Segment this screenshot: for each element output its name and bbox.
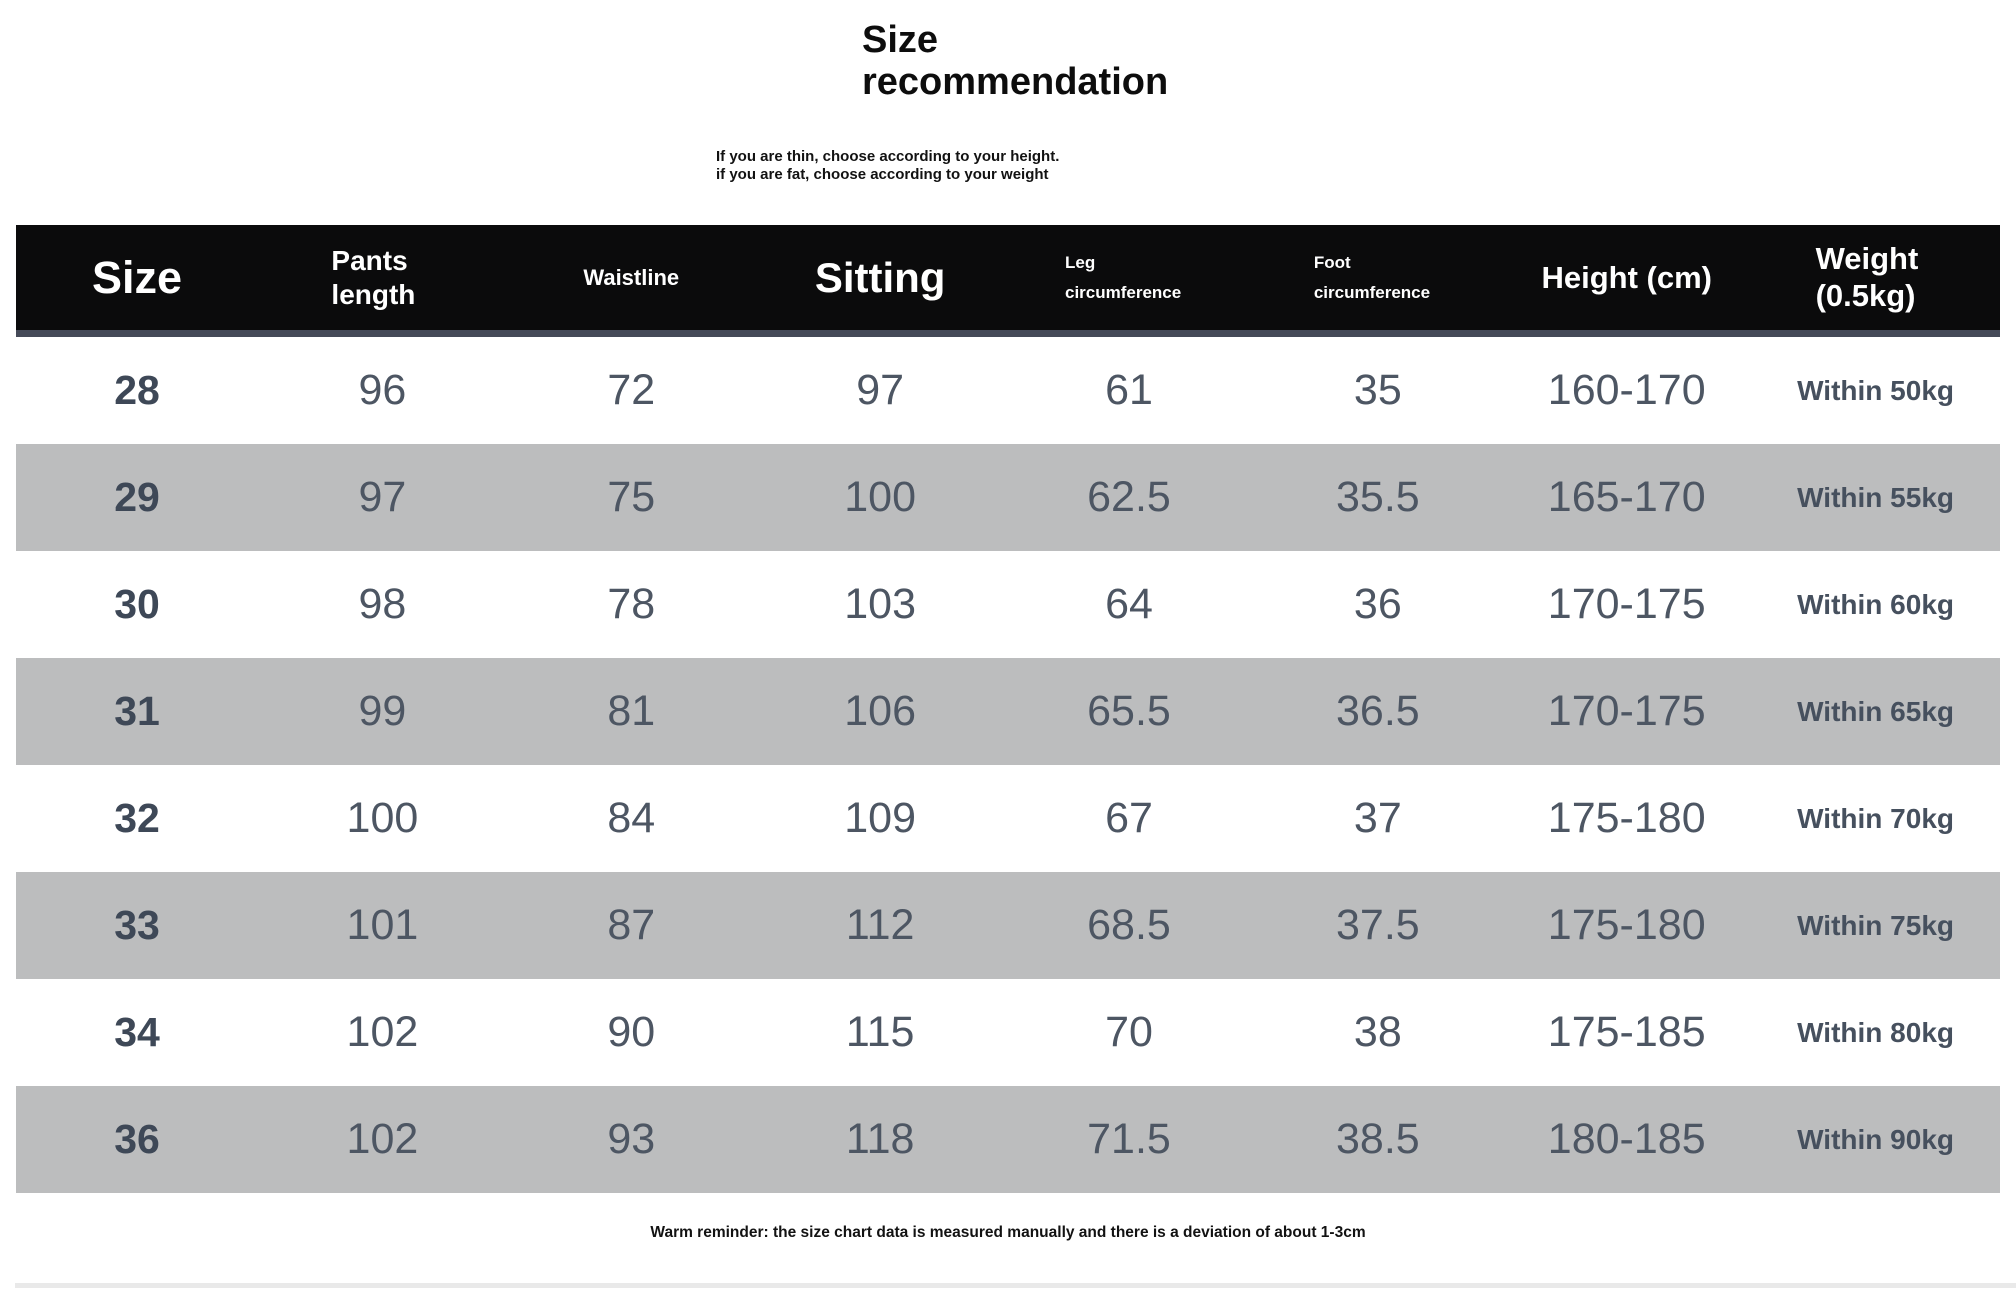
table-cell: 38: [1353, 1008, 1402, 1056]
table-cell: 36.5: [1336, 687, 1420, 735]
table-cell: 99: [358, 687, 407, 735]
table-cell: 96: [358, 366, 407, 414]
table-cell: 118: [845, 1115, 915, 1163]
table-cell: 36: [1353, 580, 1402, 628]
header-divider: [16, 330, 2000, 337]
page-subtitle: If you are thin, choose according to you…: [716, 148, 1060, 183]
table-cell: 29: [114, 474, 160, 520]
table-row: 30 98 78 103 64 36 170-175 Within 60kg: [16, 551, 2000, 658]
page-title: Size recommendation: [862, 19, 1169, 103]
column-header-sitting: Sitting: [756, 225, 1005, 330]
column-header-label: Waistline: [583, 264, 680, 290]
column-header-leg-circumference: Leg circumference: [1005, 225, 1254, 330]
table-cell: 36: [114, 1116, 160, 1162]
column-header-waistline: Waistline: [507, 225, 756, 330]
table-cell: Within 65kg: [1797, 695, 1954, 727]
table-cell: 175-185: [1547, 1008, 1706, 1056]
table-cell: 62.5: [1087, 473, 1171, 521]
table-row: 34 102 90 115 70 38 175-185 Within 80kg: [16, 979, 2000, 1086]
table-cell: 100: [346, 794, 419, 842]
table-cell: 112: [845, 901, 915, 949]
table-row: 31 99 81 106 65.5 36.5 170-175 Within 65kg: [16, 658, 2000, 765]
table-cell: 78: [607, 580, 656, 628]
table-cell: 102: [346, 1115, 419, 1163]
table-cell: 93: [607, 1115, 656, 1163]
table-cell: 75: [607, 473, 656, 521]
table-cell: 38.5: [1336, 1115, 1420, 1163]
column-header-pants-length: Pants length: [258, 225, 507, 330]
table-cell: 32: [114, 795, 160, 841]
size-table: Size Pants length Waistline Sitting Leg …: [16, 225, 2000, 1193]
table-cell: 98: [358, 580, 407, 628]
table-cell: 175-180: [1547, 794, 1706, 842]
column-header-label: Foot circumference: [1313, 252, 1431, 302]
table-cell: 170-175: [1547, 580, 1706, 628]
table-cell: 28: [114, 367, 160, 413]
table-cell: 100: [844, 473, 916, 521]
table-cell: Within 80kg: [1797, 1016, 1954, 1048]
table-cell: Within 70kg: [1797, 802, 1954, 834]
table-cell: 70: [1105, 1008, 1153, 1056]
column-header-size: Size: [16, 225, 258, 330]
table-cell: 165-170: [1547, 473, 1706, 521]
table-row: 28 96 72 97 61 35 160-170 Within 50kg: [16, 337, 2000, 444]
table-cell: 61: [1105, 366, 1153, 414]
size-table-body: 28 96 72 97 61 35 160-170 Within 50kg 29 97 75 100 6…: [16, 337, 2000, 1193]
table-cell: 34: [114, 1009, 160, 1055]
table-cell: 180-185: [1547, 1115, 1706, 1163]
table-cell: 103: [844, 580, 916, 628]
table-cell: 67: [1105, 794, 1153, 842]
bottom-rule: [15, 1283, 2016, 1288]
column-header-weight: Weight (0.5kg): [1751, 225, 2000, 330]
table-cell: 30: [114, 581, 160, 627]
table-row: 36 102 93 118 71.5 38.5 180-185 Within 90kg: [16, 1086, 2000, 1193]
size-table-header: Size Pants length Waistline Sitting Leg …: [16, 225, 2000, 330]
table-cell: 35.5: [1336, 473, 1420, 521]
table-cell: 97: [856, 366, 905, 414]
table-cell: 35: [1353, 366, 1402, 414]
table-row: 32 100 84 109 67 37 175-180 Within 70kg: [16, 765, 2000, 872]
table-cell: 160-170: [1547, 366, 1706, 414]
table-cell: 90: [607, 1008, 656, 1056]
column-header-label: Weight (0.5kg): [1815, 240, 1919, 313]
table-cell: 115: [845, 1008, 915, 1056]
table-cell: 71.5: [1087, 1115, 1171, 1163]
table-cell: Within 75kg: [1797, 909, 1954, 941]
table-cell: 84: [607, 794, 656, 842]
column-header-label: Pants length: [331, 244, 416, 310]
table-cell: 31: [114, 688, 160, 734]
table-cell: 87: [607, 901, 656, 949]
column-header-label: Leg circumference: [1064, 252, 1182, 302]
table-cell: 37.5: [1336, 901, 1420, 949]
column-header-label: Sitting: [814, 253, 946, 301]
table-cell: 37: [1353, 794, 1402, 842]
table-cell: 72: [607, 366, 656, 414]
table-cell: Within 90kg: [1797, 1123, 1954, 1155]
table-row: 33 101 87 112 68.5 37.5 175-180 Within 75kg: [16, 872, 2000, 979]
table-row: 29 97 75 100 62.5 35.5 165-170 Within 55kg: [16, 444, 2000, 551]
table-cell: Within 55kg: [1797, 481, 1954, 513]
table-cell: 81: [607, 687, 656, 735]
column-header-label: Size: [91, 251, 183, 303]
table-cell: 65.5: [1087, 687, 1171, 735]
table-cell: 102: [346, 1008, 419, 1056]
table-cell: Within 50kg: [1797, 374, 1954, 406]
table-cell: 101: [346, 901, 419, 949]
table-cell: 106: [844, 687, 916, 735]
column-header-label: Height (cm): [1541, 259, 1712, 295]
table-cell: 64: [1105, 580, 1153, 628]
table-cell: 175-180: [1547, 901, 1706, 949]
column-header-height: Height (cm): [1502, 225, 1751, 330]
table-cell: 97: [358, 473, 407, 521]
table-cell: Within 60kg: [1797, 588, 1954, 620]
footer-note: Warm reminder: the size chart data is me…: [650, 1224, 1366, 1241]
table-cell: 33: [114, 902, 160, 948]
table-cell: 170-175: [1547, 687, 1706, 735]
table-cell: 68.5: [1087, 901, 1171, 949]
table-cell: 109: [844, 794, 916, 842]
column-header-foot-circumference: Foot circumference: [1253, 225, 1502, 330]
